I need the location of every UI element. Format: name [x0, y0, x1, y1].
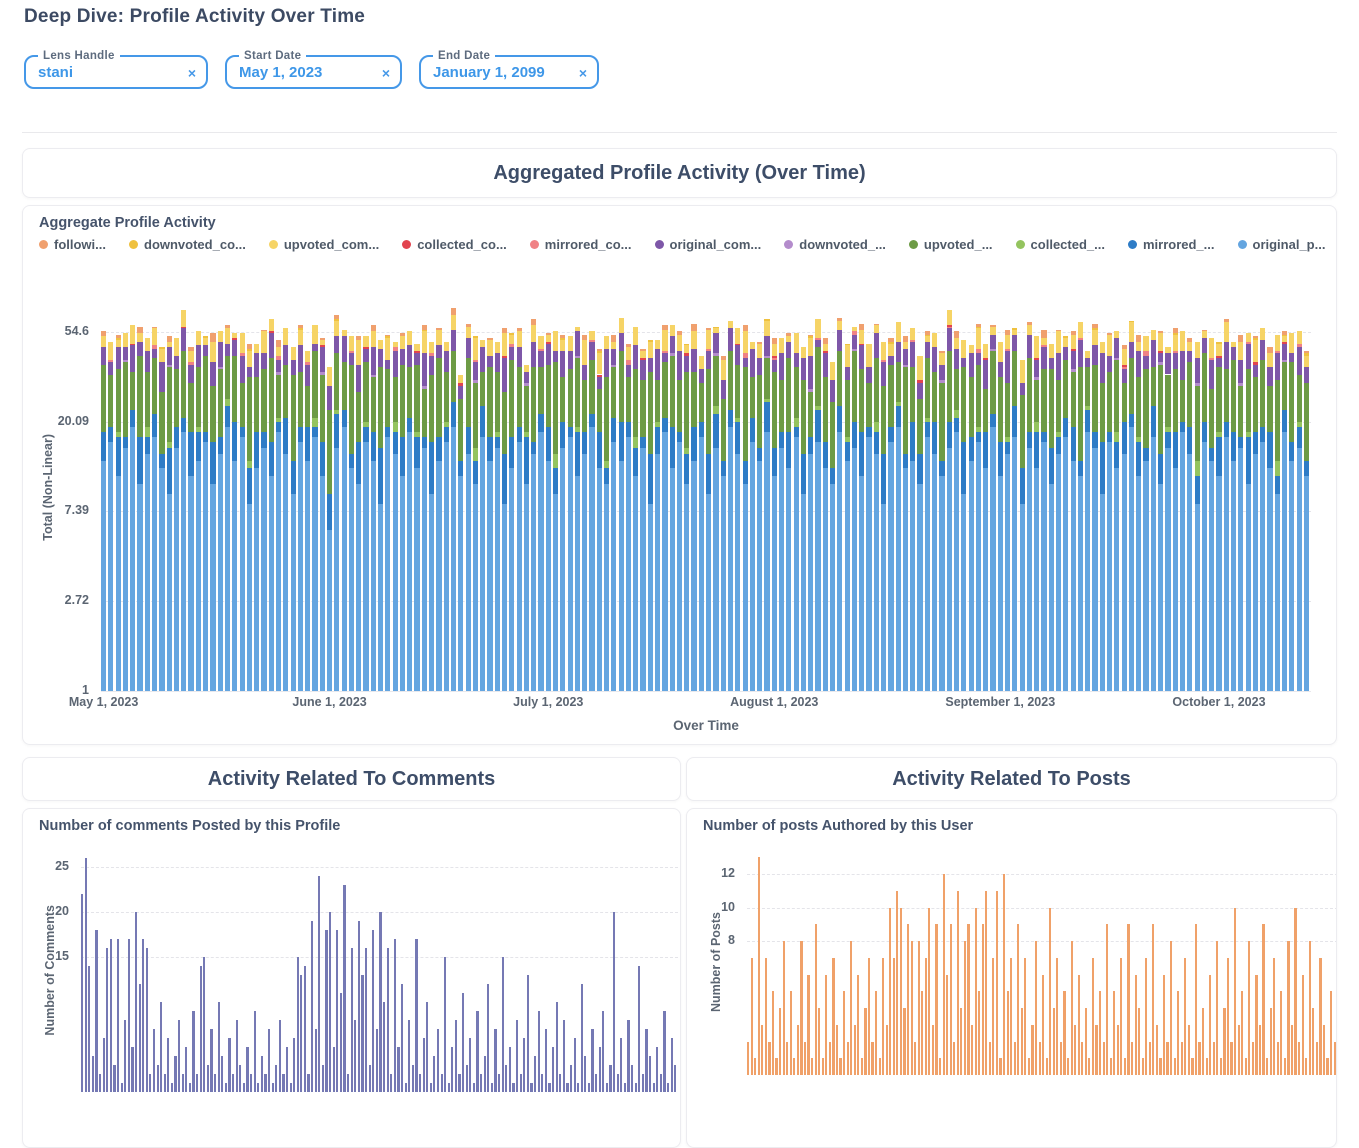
filter-end-date-label: End Date — [438, 50, 491, 62]
legend-label: downvoted_... — [799, 237, 886, 252]
filter-start-date-label: Start Date — [244, 50, 302, 62]
main-panel-title: Aggregated Profile Activity (Over Time) — [493, 161, 866, 184]
legend-label: mirrored_... — [1142, 237, 1215, 252]
posts-chart-card: Number of posts Authored by this User Nu… — [686, 808, 1337, 1148]
collected_posts-legend-dot-icon — [1015, 240, 1025, 249]
posts-chart-title: Number of posts Authored by this User — [703, 818, 974, 834]
upvoted_comments-legend-dot-icon — [268, 240, 278, 249]
bar-plot — [747, 849, 1336, 1147]
filter-lens-handle-label: Lens Handle — [43, 50, 115, 62]
legend-label: collected_... — [1030, 237, 1105, 252]
collected_comments-legend-dot-icon — [402, 240, 412, 249]
legend-item-original_comments[interactable]: original_com... — [654, 237, 762, 252]
clear-icon[interactable]: × — [578, 64, 587, 81]
mirrored_comments-legend-dot-icon — [529, 240, 539, 249]
section-divider — [22, 132, 1337, 133]
filter-start-date[interactable]: Start Date May 1, 2023 × — [225, 50, 402, 89]
legend-label: original_p... — [1252, 237, 1326, 252]
y-axis-ticks: 54.6 20.09 7.39 2.72 1 — [57, 324, 89, 697]
legend-label: upvoted_... — [923, 237, 993, 252]
legend-label: upvoted_com... — [283, 237, 380, 252]
x-axis-title: Over Time — [673, 718, 739, 733]
legend-item-collected_comments[interactable]: collected_co... — [402, 237, 507, 252]
filter-bar: Lens Handle stani × Start Date May 1, 20… — [24, 50, 599, 89]
filter-end-date-value[interactable]: January 1, 2099 — [433, 64, 545, 81]
main-panel-title-card: Aggregated Profile Activity (Over Time) — [22, 148, 1337, 198]
mirrored_posts-legend-dot-icon — [1127, 240, 1137, 249]
legend-item-mirrored_comments[interactable]: mirrored_co... — [529, 237, 632, 252]
y-axis-ticks: 12 10 8 — [721, 866, 735, 947]
upvoted_posts-legend-dot-icon — [908, 240, 918, 249]
clear-icon[interactable]: × — [187, 64, 196, 81]
legend-label: original_com... — [669, 237, 762, 252]
posts-panel-title-card: Activity Related To Posts — [686, 757, 1337, 801]
posts-panel-title: Activity Related To Posts — [892, 767, 1131, 790]
comments-chart-title: Number of comments Posted by this Profil… — [39, 818, 341, 834]
legend-item-following[interactable]: followi... — [39, 237, 106, 252]
following-legend-dot-icon — [39, 240, 48, 249]
stacked-bar-plot — [101, 284, 1311, 692]
comments-panel-title-card: Activity Related To Comments — [22, 757, 681, 801]
downvoted_posts-legend-dot-icon — [784, 240, 794, 249]
filter-start-date-value[interactable]: May 1, 2023 — [239, 64, 323, 81]
filter-lens-handle-value[interactable]: stani — [38, 64, 74, 81]
aggregate-activity-chart-title: Aggregate Profile Activity — [39, 215, 216, 231]
clear-icon[interactable]: × — [381, 64, 390, 81]
y-axis-ticks: 25 20 15 — [55, 859, 69, 963]
legend-label: collected_co... — [417, 237, 507, 252]
comments-panel-title: Activity Related To Comments — [207, 767, 496, 790]
legend-item-downvoted_comments[interactable]: downvoted_co... — [129, 237, 246, 252]
legend-item-upvoted_comments[interactable]: upvoted_com... — [268, 237, 380, 252]
legend-item-collected_posts[interactable]: collected_... — [1015, 237, 1105, 252]
original_comments-legend-dot-icon — [654, 240, 664, 249]
legend-label: mirrored_co... — [544, 237, 632, 252]
legend-label: downvoted_co... — [144, 237, 246, 252]
page-title: Deep Dive: Profile Activity Over Time — [24, 6, 366, 27]
original_posts-legend-dot-icon — [1237, 240, 1247, 249]
comments-chart-card: Number of comments Posted by this Profil… — [22, 808, 681, 1148]
bar-plot — [81, 849, 678, 1147]
legend-item-downvoted_posts[interactable]: downvoted_... — [784, 237, 886, 252]
filter-end-date[interactable]: End Date January 1, 2099 × — [419, 50, 599, 89]
legend-item-mirrored_posts[interactable]: mirrored_... — [1127, 237, 1215, 252]
legend-item-original_posts[interactable]: original_p... — [1237, 237, 1326, 252]
chart-legend: followi... downvoted_co... upvoted_com... c… — [39, 237, 1325, 252]
aggregate-activity-chart-card: Aggregate Profile Activity followi... dow… — [22, 205, 1337, 745]
filter-lens-handle[interactable]: Lens Handle stani × — [24, 50, 208, 89]
legend-label: followi... — [54, 237, 106, 252]
downvoted_comments-legend-dot-icon — [129, 240, 138, 249]
legend-item-upvoted_posts[interactable]: upvoted_... — [908, 237, 993, 252]
